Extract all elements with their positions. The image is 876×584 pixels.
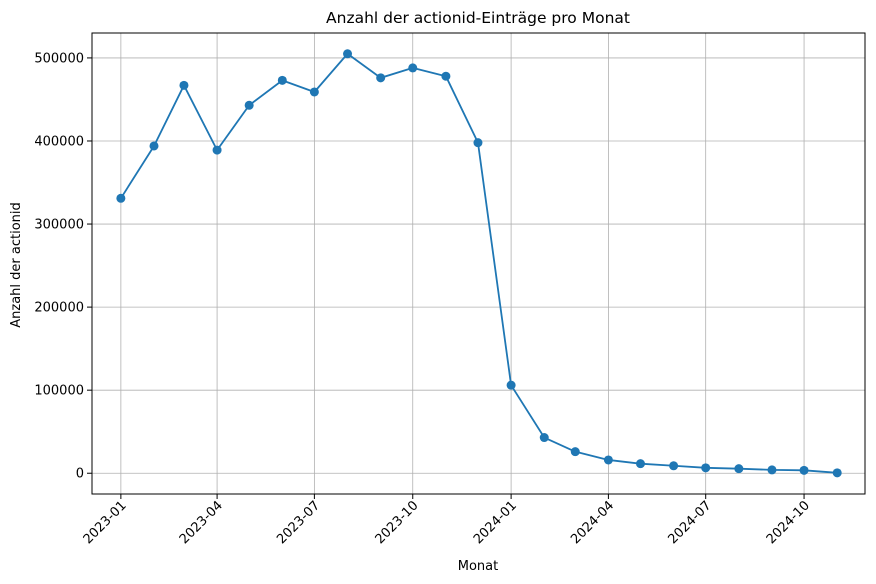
y-axis-ticks: 0 100000 200000 300000 400000 500000 bbox=[34, 51, 92, 482]
x-axis-title: Monat bbox=[458, 559, 498, 574]
data-point bbox=[309, 87, 319, 97]
data-point bbox=[212, 145, 222, 155]
plot-frame bbox=[91, 32, 866, 495]
data-point bbox=[149, 141, 159, 151]
data-point bbox=[767, 465, 777, 475]
series-markers bbox=[116, 49, 842, 478]
data-point bbox=[376, 73, 386, 83]
y-tick-label: 200000 bbox=[34, 301, 84, 316]
data-point bbox=[799, 465, 809, 475]
data-point bbox=[343, 49, 353, 59]
data-point bbox=[539, 433, 549, 443]
data-point bbox=[116, 193, 126, 203]
y-tick-label: 500000 bbox=[34, 51, 84, 66]
y-tick-label: 300000 bbox=[34, 218, 84, 233]
chart-title: Anzahl der actionid-Einträge pro Monat bbox=[326, 9, 630, 27]
data-point bbox=[244, 100, 254, 110]
y-tick-label: 400000 bbox=[34, 134, 84, 149]
data-point bbox=[669, 461, 679, 471]
data-point bbox=[277, 75, 287, 85]
data-point bbox=[408, 63, 418, 73]
data-point bbox=[832, 468, 842, 478]
y-tick-label: 0 bbox=[76, 467, 84, 482]
data-point bbox=[701, 463, 711, 473]
data-point bbox=[570, 447, 580, 457]
y-tick-label: 100000 bbox=[34, 384, 84, 399]
y-axis-title: Anzahl der actionid bbox=[9, 202, 24, 328]
data-point bbox=[473, 138, 483, 148]
data-point bbox=[635, 459, 645, 469]
data-point bbox=[506, 380, 516, 390]
data-point bbox=[441, 71, 451, 81]
data-point bbox=[603, 455, 613, 465]
data-point bbox=[734, 464, 744, 474]
data-point bbox=[179, 80, 189, 90]
